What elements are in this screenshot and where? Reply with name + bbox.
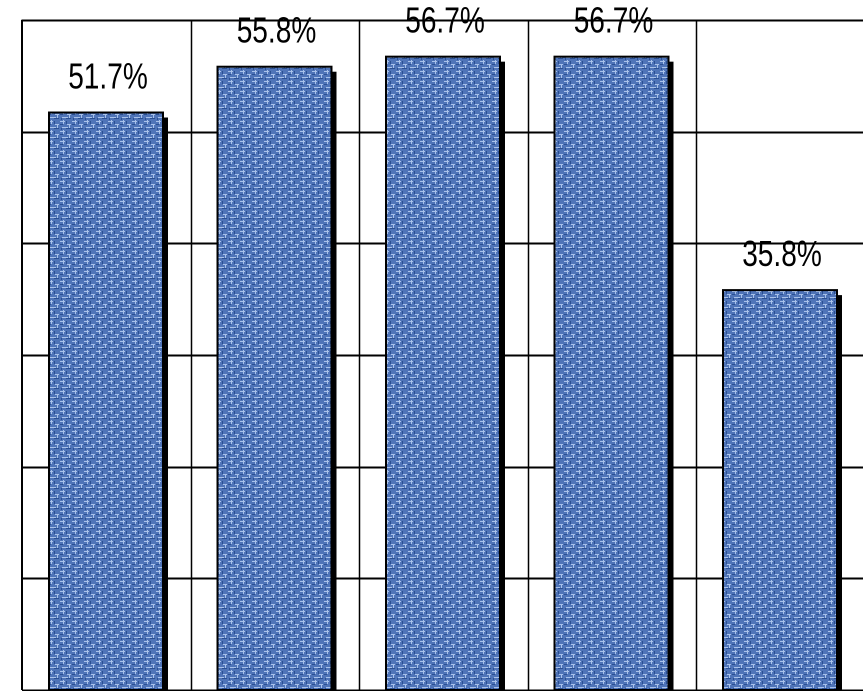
bar (722, 289, 838, 691)
bar (48, 111, 164, 692)
bar (553, 55, 670, 691)
bar (216, 65, 333, 692)
bar (385, 55, 501, 691)
data-label: 56.7% (574, 0, 654, 40)
data-labels-layer: 51.7% 55.8% 56.7% 56.7% 35.8% (68, 0, 822, 274)
data-label: 56.7% (405, 0, 485, 40)
data-label: 51.7% (68, 56, 148, 96)
data-label: 55.8% (237, 10, 317, 50)
bars-layer (48, 55, 842, 696)
data-label: 35.8% (742, 234, 822, 274)
